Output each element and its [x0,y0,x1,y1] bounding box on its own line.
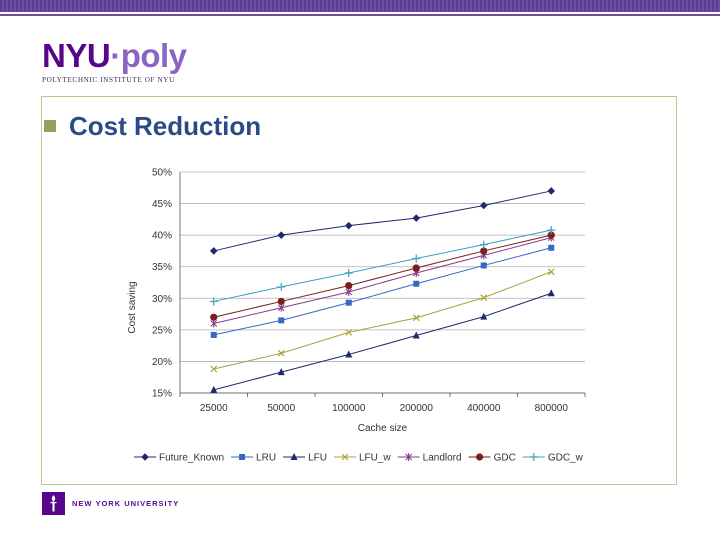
legend-marker-lru [239,454,246,460]
data-point-lru [345,299,352,306]
content-frame [41,96,677,485]
data-point-lfu-w [412,314,420,322]
legend-marker-landlord [405,453,413,461]
data-point-gdc-w [479,240,488,249]
top-stripe-line [0,14,720,16]
x-tick-label: 800000 [535,403,569,414]
legend-label-landlord: Landlord [423,453,462,464]
x-tick-label: 200000 [400,403,434,414]
legend-marker-lfu [290,453,298,460]
legend-marker-lfu-w [341,453,349,461]
data-point-gdc-w [277,282,286,291]
legend-label-gdc-w: GDC_w [548,453,584,464]
logo-subtitle: POLYTECHNIC INSTITUTE OF NYU [42,76,175,84]
legend-label-lfu-w: LFU_w [359,453,391,464]
series-line-lfu-w [213,271,552,370]
data-point-gdc [345,282,353,290]
data-point-lfu [412,331,420,339]
slide-title: Cost Reduction [69,111,262,141]
series-line-gdc [213,234,552,318]
series-line-gdc-w [213,229,552,302]
nyu-poly-logo: NYU·poly POLYTECHNIC INSTITUTE OF NYU [42,38,187,85]
legend-marker-gdc [475,453,484,461]
title-bullet [44,120,56,132]
x-tick-label: 400000 [467,403,501,414]
data-point-future-known [209,247,218,255]
top-stripe [0,0,720,12]
data-point-future-known [412,214,421,222]
data-point-gdc [480,247,488,255]
x-axis-label: Cache size [358,423,408,434]
footer-university: NEW YORK UNIVERSITY [72,499,180,508]
data-point-lru [210,331,217,338]
data-point-gdc-w [344,269,353,278]
x-tick-label: 25000 [200,403,228,414]
data-point-landlord [345,287,353,296]
data-point-future-known [547,187,556,195]
data-point-gdc-w [547,226,556,235]
data-point-lru [278,317,285,324]
data-point-landlord [210,319,218,328]
logo-dot: · [110,37,121,74]
legend-label-future-known: Future_Known [159,453,224,464]
data-point-gdc [412,264,420,272]
series-line-lfu [213,292,552,391]
series-line-future-known [213,190,552,252]
x-tick-label: 50000 [267,403,295,414]
data-point-lru [413,280,420,287]
y-tick-label: 45% [152,199,172,210]
legend-label-gdc: GDC [494,453,516,464]
data-point-lfu-w [480,294,488,302]
data-point-lfu [480,312,488,320]
y-tick-label: 30% [152,294,172,305]
y-axis-label: Cost saving [127,281,138,333]
data-point-gdc-w [209,297,218,306]
data-point-lfu-w [277,349,285,357]
data-point-lfu [210,385,218,393]
torch-icon [50,495,57,512]
data-point-future-known [479,201,488,210]
y-tick-label: 25% [152,325,172,336]
y-tick-label: 40% [152,231,172,242]
y-tick-label: 35% [152,262,172,273]
data-point-gdc [210,313,218,321]
data-point-future-known [277,231,286,239]
logo-wordmark: NYU·poly [42,38,187,74]
data-point-landlord [277,303,285,312]
y-tick-label: 20% [152,357,172,368]
y-tick-label: 50% [152,168,172,179]
data-point-lfu [547,289,555,297]
data-point-future-known [344,221,353,230]
data-point-lfu-w [345,328,353,336]
series-line-landlord [213,237,552,325]
legend-label-lru: LRU [256,453,276,464]
data-point-lru [548,244,555,251]
data-point-lfu [277,368,285,376]
logo-poly: poly [120,37,187,74]
data-point-gdc [547,231,555,239]
data-point-gdc-w [412,254,421,263]
logo-nyu: NYU [42,37,111,74]
data-point-lru [480,262,487,269]
data-point-gdc [277,297,285,306]
nyu-torch-logo [42,492,65,515]
data-point-lfu [345,350,353,358]
series-line-lru [213,247,552,336]
x-tick-label: 100000 [332,403,366,414]
y-tick-label: 15% [152,389,172,400]
legend-label-lfu: LFU [308,453,327,464]
legend-marker-future-known [141,453,149,461]
legend-marker-gdc-w [529,453,538,461]
data-point-lfu-w [210,365,218,373]
data-point-lfu-w [547,268,555,276]
